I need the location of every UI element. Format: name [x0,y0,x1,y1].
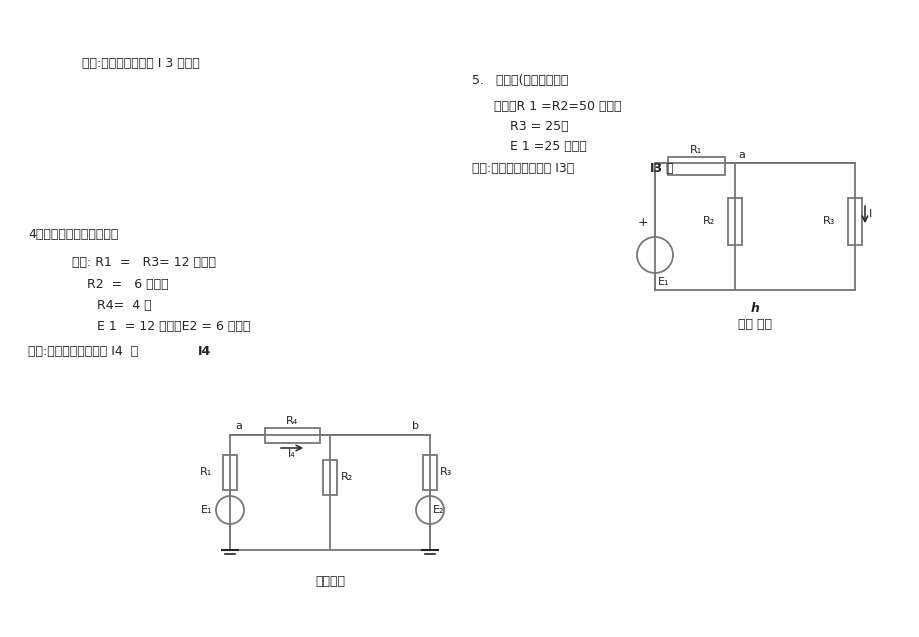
Bar [727,198,742,245]
Text: a: a [234,421,242,431]
Text: R3 = 25；: R3 = 25； [509,120,568,133]
Text: 4．电路如（图四）所示。: 4．电路如（图四）所示。 [28,228,119,241]
Text: I4: I4 [198,345,211,358]
Text: E 1 =25 伏特。: E 1 =25 伏特。 [509,140,586,153]
Text: （图四）: （图四） [314,575,345,588]
Text: E 1  = 12 伏特，E2 = 6 伏特。: E 1 = 12 伏特，E2 = 6 伏特。 [96,320,250,333]
Bar [423,455,437,490]
Text: R₁: R₁ [689,145,701,155]
Text: R₄: R₄ [286,416,298,426]
Text: 已知: R1  =   R3= 12 欧姆，: 已知: R1 = R3= 12 欧姆， [72,256,216,269]
Text: R₁: R₁ [199,467,211,477]
Text: （图 五）: （图 五） [737,318,771,331]
Text: I3: I3 [650,162,663,175]
Text: +: + [637,216,648,229]
Text: R4=  4 姆: R4= 4 姆 [96,299,152,312]
Circle shape [216,496,244,524]
Text: I₄: I₄ [288,449,296,459]
Circle shape [415,496,444,524]
Text: R₃: R₃ [822,216,834,226]
Bar [265,428,320,443]
Text: R₃: R₃ [439,467,452,477]
Text: 规定:运用诺顿定理求解 I3。: 规定:运用诺顿定理求解 I3。 [471,162,573,175]
Text: 规定:用戴维宁定理求解 I4  。: 规定:用戴维宁定理求解 I4 。 [28,345,138,358]
Bar [667,157,724,175]
Bar [222,455,237,490]
Text: 规定:运用叠加定理求 I 3 的值。: 规定:运用叠加定理求 I 3 的值。 [82,57,199,70]
Text: 已知：R 1 =R2=50 欧姆，: 已知：R 1 =R2=50 欧姆， [494,100,621,113]
Text: E₁: E₁ [200,505,211,515]
Bar [847,198,861,245]
Text: R₂: R₂ [341,472,353,482]
Text: 。: 。 [664,162,672,175]
Text: I: I [868,209,871,219]
Text: a: a [737,150,744,160]
Bar [323,460,336,495]
Text: 5.   电路如(图五）所示。: 5. 电路如(图五）所示。 [471,74,568,87]
Text: R2  =   6 欧姆，: R2 = 6 欧姆， [87,278,168,291]
Text: h: h [750,302,758,315]
Text: E₂: E₂ [433,505,444,515]
Circle shape [636,237,673,273]
Text: R₂: R₂ [702,216,714,226]
Text: b: b [412,421,418,431]
Text: E₁: E₁ [657,277,669,287]
